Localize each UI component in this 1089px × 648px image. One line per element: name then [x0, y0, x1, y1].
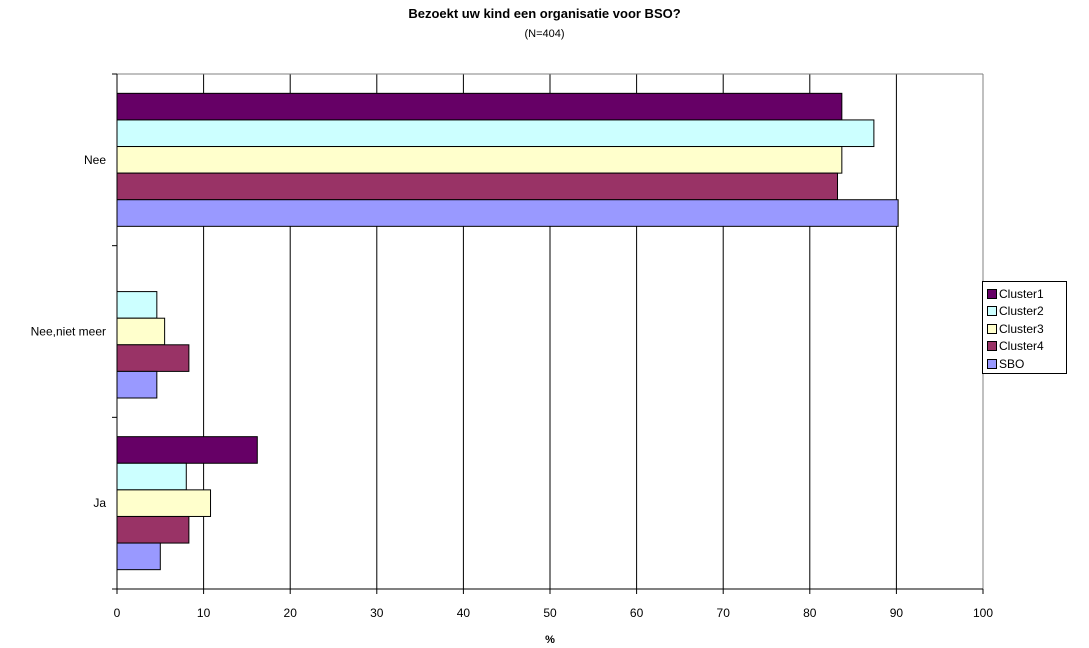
- legend-label: SBO: [999, 356, 1025, 371]
- category-labels: Nee Nee,niet meer Ja: [31, 153, 107, 510]
- legend-swatch: [987, 306, 997, 317]
- legend-item: Cluster3: [987, 320, 1066, 338]
- axes: [112, 73, 984, 594]
- legend-swatch: [987, 341, 997, 352]
- legend-label: Cluster1: [999, 286, 1044, 301]
- bar-sbo-3: [116, 542, 161, 571]
- bar-cluster4-1: [116, 172, 839, 201]
- bar-cluster4-3: [116, 515, 190, 544]
- legend-swatch: [987, 288, 997, 299]
- category-label: Nee: [84, 153, 106, 167]
- bar-cluster4-2: [116, 344, 190, 372]
- x-tick-label: 70: [717, 606, 731, 620]
- bar-sbo-1: [116, 199, 899, 227]
- legend: Cluster1 Cluster2 Cluster3 Cluster4 SBO: [982, 281, 1067, 374]
- x-tick-label: 60: [630, 606, 644, 620]
- bar-cluster2-3: [116, 462, 187, 491]
- legend-item: Cluster2: [987, 303, 1066, 321]
- x-tick-label: 10: [197, 606, 211, 620]
- bar-cluster3-3: [116, 489, 212, 517]
- x-tick-label: 20: [284, 606, 298, 620]
- bar-cluster3-1: [116, 146, 843, 174]
- legend-label: Cluster3: [999, 321, 1044, 336]
- bar-cluster2-2: [116, 291, 158, 319]
- legend-item: SBO: [987, 355, 1066, 373]
- bar-cluster2-1: [116, 119, 875, 148]
- bar-cluster1-1: [116, 92, 843, 121]
- x-axis-title: %: [545, 634, 555, 646]
- x-tick-label: 100: [973, 606, 993, 620]
- x-tick-label: 90: [890, 606, 904, 620]
- bar-cluster3-2: [116, 317, 166, 346]
- category-label: Ja: [93, 496, 106, 510]
- legend-swatch: [987, 358, 997, 369]
- x-tick-label: 80: [803, 606, 817, 620]
- x-tick-label: 50: [543, 606, 557, 620]
- legend-item: Cluster1: [987, 285, 1066, 303]
- category-label: Nee,niet meer: [31, 325, 106, 339]
- legend-item: Cluster4: [987, 338, 1066, 356]
- x-tick-label: 0: [114, 606, 121, 620]
- x-tick-labels: 0 10 20 30 40 50 60 70 80 90 100: [114, 606, 994, 620]
- chart-subtitle: (N=404): [524, 28, 565, 40]
- legend-label: Cluster2: [999, 304, 1044, 319]
- bar-cluster1-3: [116, 436, 258, 464]
- legend-label: Cluster4: [999, 339, 1044, 354]
- x-tick-label: 40: [457, 606, 471, 620]
- chart-title: Bezoekt uw kind een organisatie voor BSO…: [408, 6, 681, 21]
- x-tick-label: 30: [370, 606, 384, 620]
- legend-swatch: [987, 323, 997, 334]
- bar-sbo-2: [116, 370, 158, 399]
